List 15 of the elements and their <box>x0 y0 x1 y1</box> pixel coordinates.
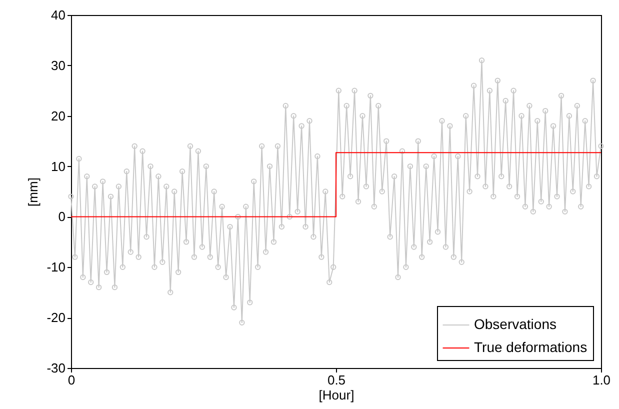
y-axis-title: [mm] <box>26 178 41 206</box>
y-tick-label: 0 <box>58 209 66 224</box>
x-tick-label: 1.0 <box>592 372 611 388</box>
x-tick-label: 0 <box>68 372 76 388</box>
y-tick-label: -20 <box>46 310 66 326</box>
x-tick-label: 0.5 <box>327 372 346 388</box>
y-tick-label: 30 <box>51 58 66 73</box>
y-tick-label: -10 <box>46 260 66 275</box>
legend-label: Observations <box>474 316 556 332</box>
x-axis-title: [Hour] <box>318 388 354 402</box>
y-tick-label: -30 <box>46 360 66 376</box>
y-tick-label: 10 <box>51 158 66 174</box>
y-tick-label: 40 <box>51 8 66 22</box>
legend-label: True deformations <box>474 339 588 355</box>
y-tick-label: 20 <box>51 108 66 124</box>
